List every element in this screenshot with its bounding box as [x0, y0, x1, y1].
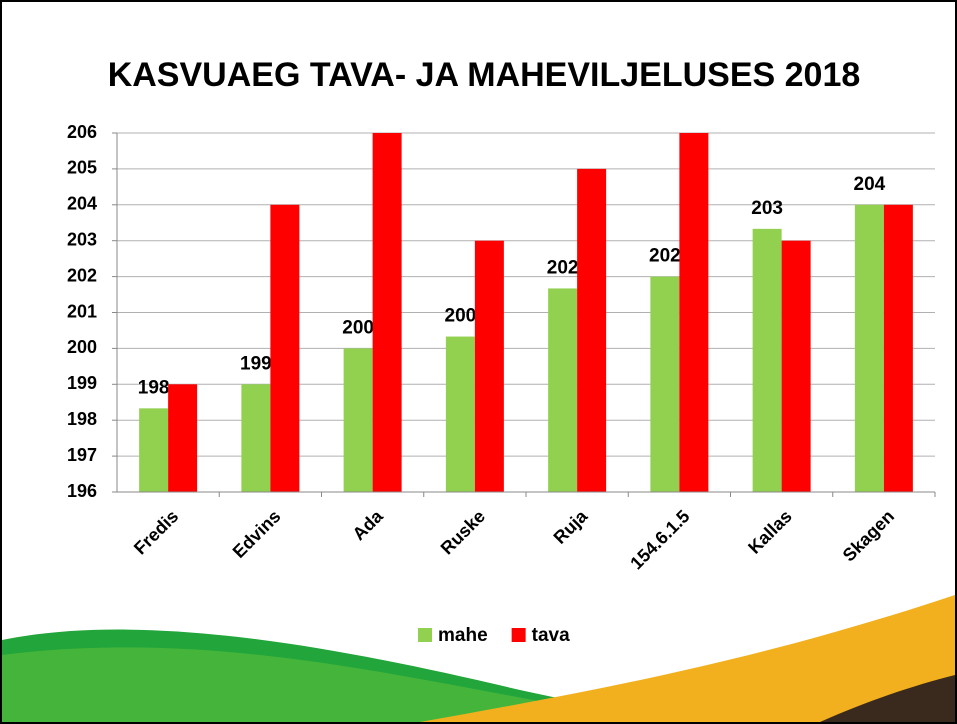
bar — [372, 133, 402, 492]
data-label: 202 — [649, 246, 681, 267]
bar — [548, 288, 578, 492]
bar — [445, 336, 475, 492]
y-tick-label: 199 — [67, 373, 97, 393]
bar — [854, 204, 884, 493]
y-tick-label: 204 — [67, 194, 97, 214]
y-tick-label: 201 — [67, 301, 97, 321]
data-label: 198 — [138, 377, 170, 398]
bar — [650, 276, 680, 492]
y-tick-label: 196 — [67, 481, 97, 501]
bar — [883, 204, 913, 493]
y-tick-label: 197 — [67, 445, 97, 465]
data-label: 199 — [240, 353, 272, 374]
bar — [270, 204, 300, 493]
bar — [577, 168, 607, 492]
data-label: 202 — [547, 257, 579, 278]
legend-swatch — [418, 628, 432, 642]
data-label: 203 — [751, 198, 783, 219]
bar — [168, 384, 198, 492]
bar — [139, 408, 169, 492]
y-tick-label: 203 — [67, 229, 97, 249]
bar — [343, 348, 373, 492]
data-label: 204 — [854, 174, 886, 195]
chart-title: KASVUAEG TAVA- JA MAHEVILJELUSES 2018 — [108, 56, 861, 94]
decor-yellow — [420, 595, 955, 722]
legend-label: mahe — [438, 625, 488, 646]
y-tick-label: 202 — [67, 265, 97, 285]
data-label: 200 — [342, 317, 374, 338]
decor-green-light — [2, 647, 600, 722]
y-tick-label: 205 — [67, 158, 97, 178]
y-tick-label: 200 — [67, 337, 97, 357]
decor-dark — [820, 675, 955, 722]
bar — [781, 240, 811, 492]
legend-label: tava — [532, 625, 570, 646]
legend-swatch — [511, 628, 526, 642]
bar — [241, 384, 271, 492]
bar — [474, 240, 504, 492]
bar — [679, 133, 709, 492]
data-label: 200 — [445, 306, 477, 327]
bar — [752, 228, 782, 492]
y-tick-label: 206 — [67, 122, 97, 142]
y-tick-label: 198 — [67, 409, 97, 429]
